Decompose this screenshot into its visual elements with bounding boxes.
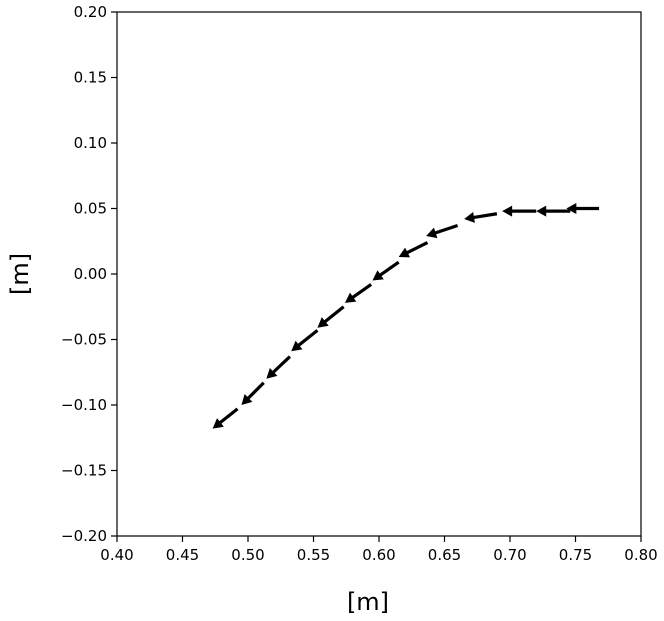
x-tick-label: 0.60 xyxy=(362,546,395,564)
x-tick-label: 0.65 xyxy=(428,546,461,564)
quiver-arrow xyxy=(241,381,265,405)
quiver-arrow xyxy=(426,224,459,239)
y-axis-ticks: 0.20 0.15 0.10 0.05 0.00 −0.05 −0.10 −0.15 −0.20 xyxy=(61,3,117,545)
x-tick-label: 0.45 xyxy=(166,546,199,564)
quiver-arrow xyxy=(372,260,400,281)
x-axis-label: [m] xyxy=(347,588,389,616)
y-tick-label: −0.15 xyxy=(61,462,107,480)
quiver-arrow xyxy=(266,355,292,379)
y-tick-label: 0.20 xyxy=(74,3,107,21)
y-tick-label: −0.05 xyxy=(61,331,107,349)
quiver-arrow xyxy=(212,407,239,429)
x-axis-ticks: 0.40 0.45 0.50 0.55 0.60 0.65 0.70 0.75 0.80 xyxy=(100,536,658,564)
quiver-arrow xyxy=(398,241,429,258)
quiver-arrow xyxy=(344,283,373,303)
x-tick-label: 0.40 xyxy=(100,546,133,564)
x-tick-label: 0.75 xyxy=(559,546,592,564)
y-tick-label: 0.00 xyxy=(74,265,107,283)
quiver-arrow xyxy=(464,211,498,223)
x-tick-label: 0.55 xyxy=(297,546,330,564)
x-tick-label: 0.70 xyxy=(493,546,526,564)
quiver-arrow xyxy=(566,203,600,214)
x-tick-label: 0.50 xyxy=(231,546,264,564)
y-axis-label: [m] xyxy=(6,253,34,295)
plot-frame xyxy=(116,11,642,537)
quiver-arrow xyxy=(502,205,537,217)
arrow-series xyxy=(212,203,600,429)
y-tick-label: 0.05 xyxy=(74,200,107,218)
y-tick-label: 0.15 xyxy=(74,69,107,87)
y-tick-label: −0.20 xyxy=(61,527,107,545)
quiver-arrow xyxy=(291,329,319,352)
quiver-arrow xyxy=(536,205,571,217)
y-tick-label: 0.10 xyxy=(74,134,107,152)
quiver-arrow xyxy=(317,305,345,328)
y-tick-label: −0.10 xyxy=(61,396,107,414)
x-tick-label: 0.80 xyxy=(624,546,657,564)
